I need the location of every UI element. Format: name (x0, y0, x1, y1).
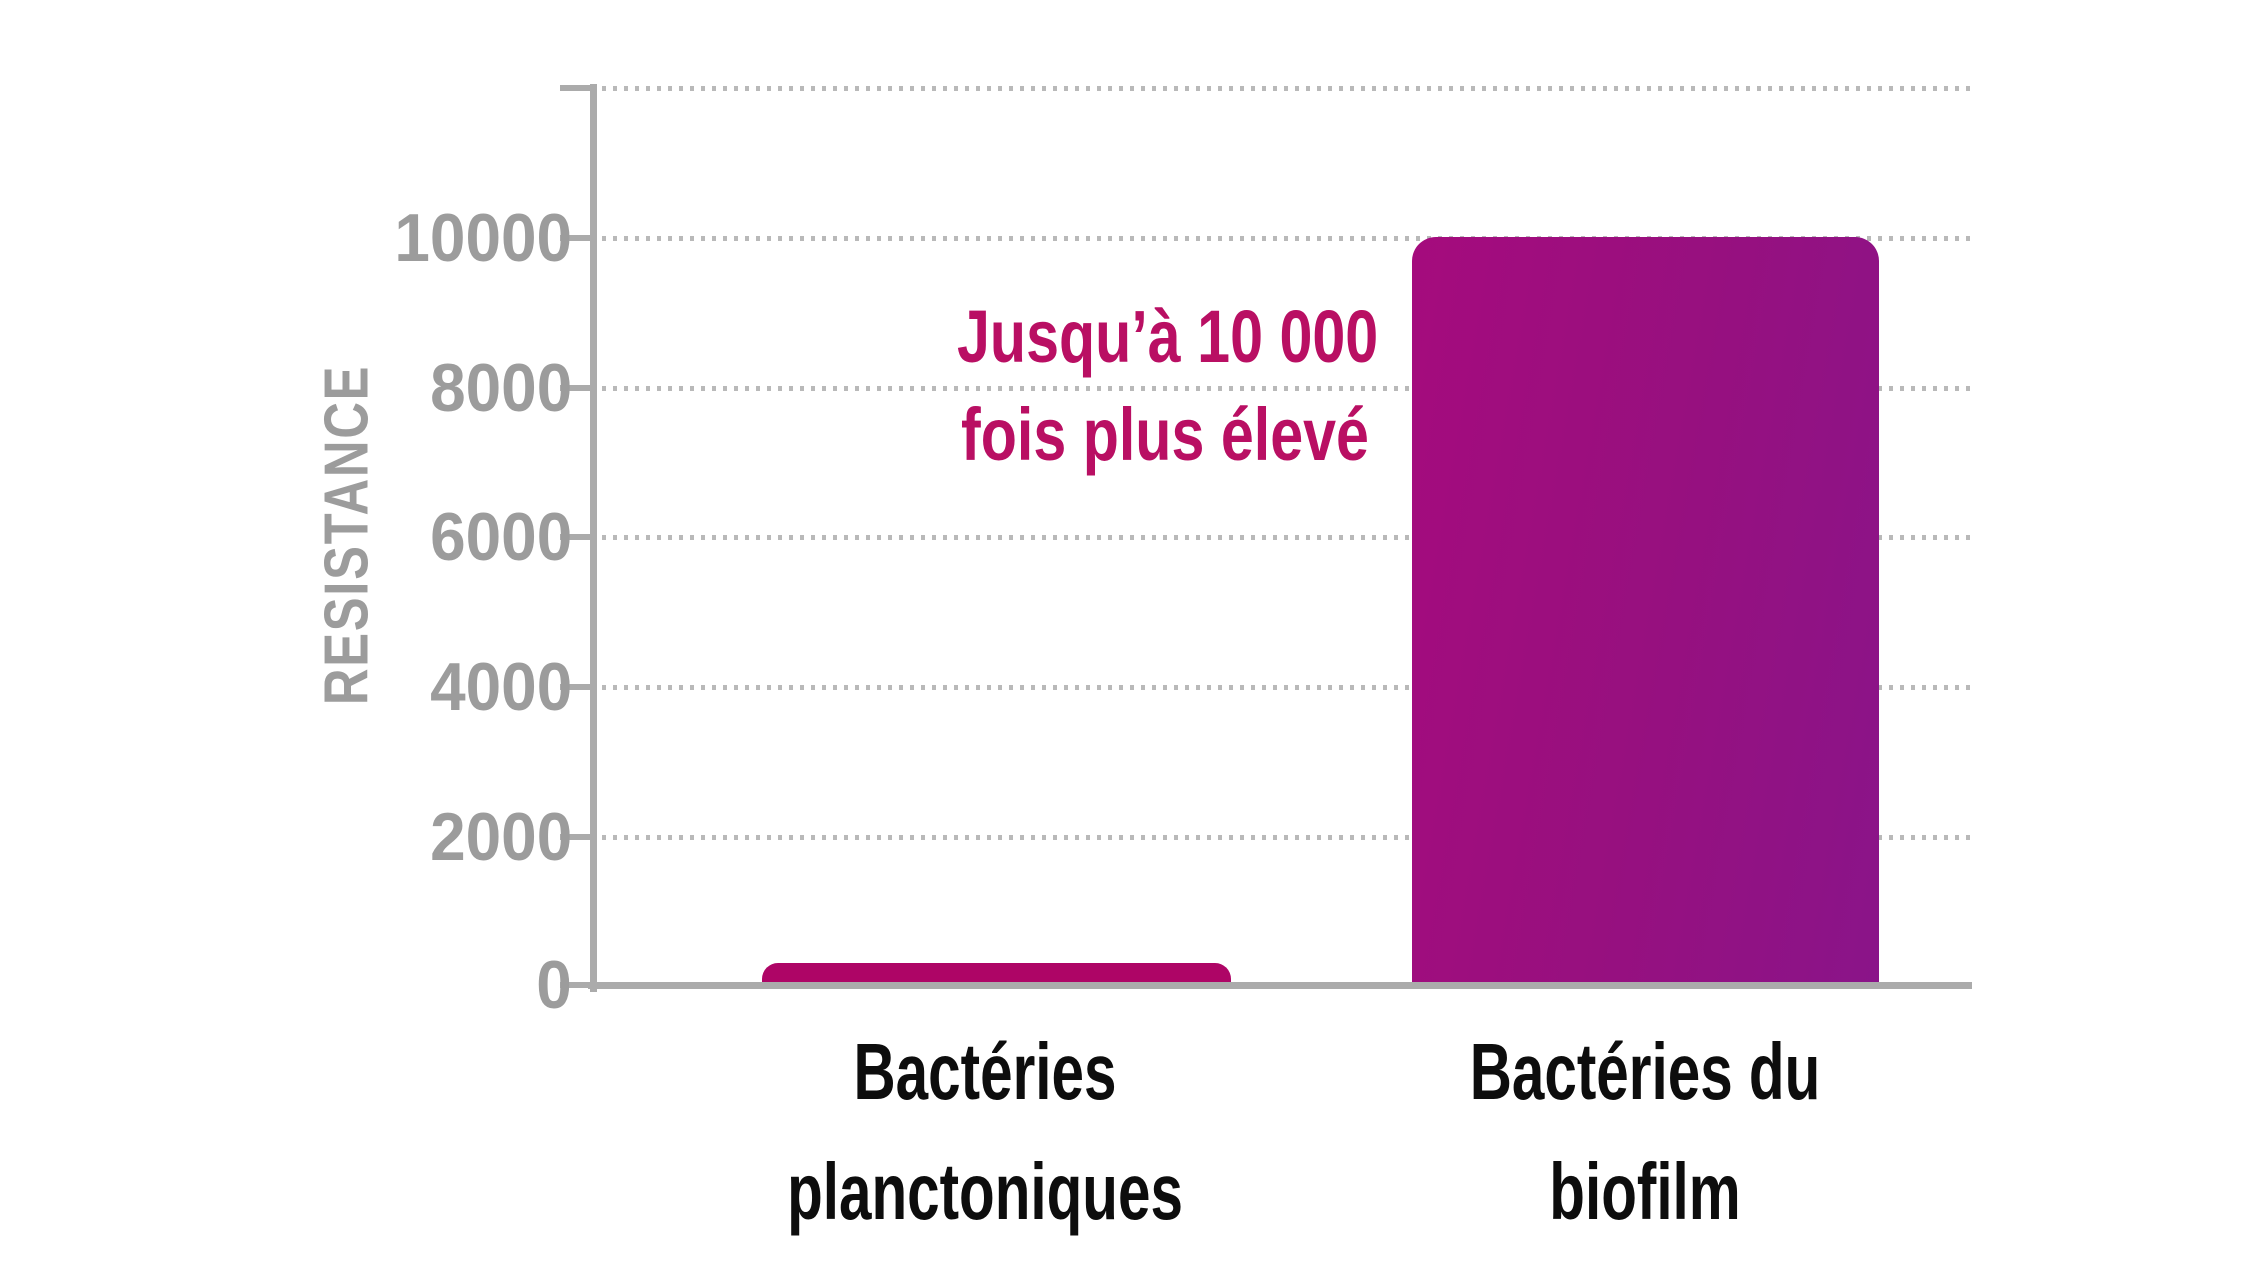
bar-bacteries-planctoniques (762, 963, 1231, 985)
gridline-12000 (602, 86, 1970, 91)
category-label-bacteries-planctoniques: Bactéries planctoniques (766, 1012, 1204, 1252)
gridline-2000 (602, 835, 1970, 840)
gridline-6000 (602, 535, 1970, 540)
y-tick-10000 (560, 235, 594, 241)
y-tick-8000 (560, 385, 594, 391)
y-tick-4000 (560, 684, 594, 690)
y-axis-title: RESISTANCE (312, 364, 382, 706)
category-1-line-1: Bactéries (853, 1027, 1117, 1116)
gridline-8000 (602, 386, 1970, 391)
y-tick-0 (560, 982, 594, 988)
y-tick-6000 (560, 534, 594, 540)
bar-bacteries-du-biofilm (1412, 237, 1879, 985)
y-tick-12000 (560, 85, 594, 91)
category-2-line-1: Bactéries du (1469, 1027, 1821, 1116)
gridline-10000 (602, 236, 1970, 241)
y-tick-label-8000: 8000 (429, 350, 572, 426)
y-tick-label-10000: 10000 (394, 200, 572, 276)
category-2-line-2: biofilm (1549, 1147, 1741, 1236)
gridline-4000 (602, 685, 1970, 690)
x-axis-line (588, 982, 1972, 989)
y-tick-label-0: 0 (536, 947, 572, 1023)
y-tick-label-2000: 2000 (429, 799, 572, 875)
annotation-line-1: Jusqu’à 10 000 (957, 295, 1379, 378)
y-tick-label-6000: 6000 (429, 499, 572, 575)
category-label-bacteries-du-biofilm: Bactéries du biofilm (1426, 1012, 1864, 1252)
y-tick-label-4000: 4000 (429, 649, 572, 725)
annotation: Jusqu’à 10 000 fois plus élevé (957, 288, 1379, 483)
y-tick-2000 (560, 834, 594, 840)
annotation-line-2: fois plus élevé (961, 392, 1369, 476)
category-1-line-2: planctoniques (787, 1147, 1183, 1236)
